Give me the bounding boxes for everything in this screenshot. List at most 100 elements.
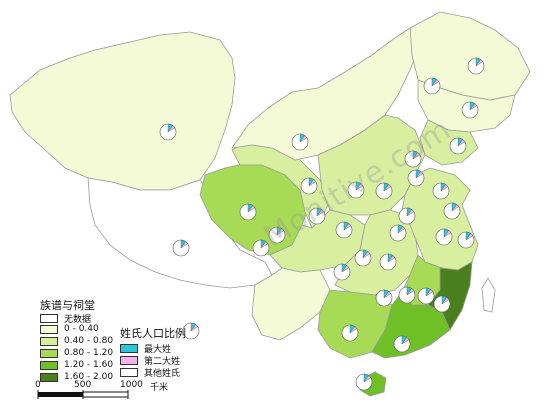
pie-chart-5	[268, 226, 286, 244]
pie-chart-15	[375, 182, 393, 200]
pie-chart-25-second-slice	[441, 297, 450, 305]
pie-chart-29-second-slice	[465, 233, 474, 241]
pie-chart-12	[347, 181, 365, 199]
pie-chart-29	[457, 231, 475, 249]
pie-chart-15-second-slice	[383, 184, 392, 192]
pie-chart-13	[354, 249, 372, 267]
pie-chart-11	[341, 324, 359, 342]
region-xinjiang	[9, 31, 236, 191]
pie-chart-4	[252, 239, 270, 257]
pie-chart-25	[433, 295, 451, 313]
pie-chart-33-second-slice	[363, 375, 372, 383]
legend-label-largest-surname: 最大姓	[144, 345, 172, 355]
pie-chart-4-second-slice	[260, 241, 269, 249]
pie-chart-11-second-slice	[349, 326, 358, 334]
scale-bar	[37, 390, 129, 399]
legend-swatch-class-5	[40, 372, 58, 382]
pie-chart-7	[300, 177, 318, 195]
pie-charts	[159, 57, 485, 391]
legend-label-class-2: 0.40 - 0.80	[64, 336, 114, 346]
pie-chart-17	[389, 224, 407, 242]
pie-chart-13-second-slice	[362, 251, 371, 259]
pie-chart-10-second-slice	[343, 223, 352, 231]
scale-bar-segment-2	[82, 391, 129, 398]
legend-density-row: 0.40 - 0.80	[40, 336, 113, 346]
legend-density-title: 族谱与祠堂	[40, 299, 95, 312]
pie-chart-20-second-slice	[406, 288, 415, 296]
pie-chart-16-second-slice	[383, 291, 392, 299]
legend-label-class-4: 1.20 - 1.60	[64, 360, 114, 370]
legend-label-class-5: 1.60 - 2.00	[64, 372, 114, 382]
legend-label-class-3: 0.80 - 1.20	[64, 348, 114, 358]
legend-swatch-class-1	[40, 324, 58, 334]
pie-chart-8-second-slice	[316, 209, 325, 217]
legend-pie-row: 最大姓	[120, 342, 171, 355]
pie-chart-24	[417, 287, 435, 305]
legend-density-row: 0 - 0.40	[40, 324, 99, 334]
region-guangdong	[371, 291, 451, 359]
pie-chart-30	[461, 101, 479, 119]
pie-chart-23-second-slice	[440, 184, 449, 192]
pie-chart-7-second-slice	[308, 179, 317, 187]
pie-chart-28	[449, 137, 467, 155]
pie-chart-1	[159, 123, 177, 141]
pie-chart-24-second-slice	[425, 289, 434, 297]
region-liaoning	[419, 119, 479, 166]
pie-chart-20	[398, 286, 416, 304]
pie-chart-1-second-slice	[167, 125, 176, 133]
pie-chart-8	[308, 207, 326, 225]
pie-chart-19	[393, 335, 411, 353]
pie-chart-3-second-slice	[247, 205, 256, 213]
pie-chart-22	[407, 169, 425, 187]
pie-chart-26	[435, 228, 453, 246]
legend-pie-row: 其他姓氏	[120, 366, 180, 379]
legend-density-row: 0.80 - 1.20	[40, 348, 113, 358]
region-taiwan	[481, 277, 496, 313]
scale-label-0: 0	[35, 380, 41, 390]
pie-chart-33	[355, 373, 373, 391]
pie-chart-14	[379, 253, 397, 271]
pie-chart-27	[443, 202, 461, 220]
legend-pie-icon	[182, 322, 200, 340]
pie-chart-26-second-slice	[443, 230, 452, 238]
pie-chart-28-second-slice	[457, 139, 466, 147]
pie-chart-16	[375, 289, 393, 307]
scale-label-500: 500	[74, 380, 92, 390]
legend-swatch-class-4	[40, 360, 58, 370]
pie-chart-9-second-slice	[341, 265, 350, 273]
pie-chart-18-second-slice	[406, 209, 415, 217]
scale-bar-segment-1	[38, 392, 83, 397]
pie-chart-6-second-slice	[299, 135, 308, 143]
pie-chart-6	[291, 133, 309, 151]
pie-chart-22-second-slice	[415, 171, 424, 179]
legend-pie-row: 第二大姓	[120, 354, 180, 367]
legend-label-other-surnames: 其他姓氏	[144, 369, 181, 379]
pie-chart-10	[335, 221, 353, 239]
legend-pie-title: 姓氏人口比例	[120, 327, 186, 340]
legend-label-class-1: 0 - 0.40	[64, 324, 99, 334]
legend-swatch-largest-surname	[120, 344, 138, 353]
scale-label-1000: 1000	[120, 380, 143, 390]
pie-chart-2	[172, 239, 190, 257]
pie-chart-21	[404, 150, 422, 168]
pie-chart-31	[467, 57, 485, 75]
legend-swatch-other-surnames	[120, 368, 138, 377]
pie-chart-14-second-slice	[387, 255, 396, 263]
legend-swatch-second-surname	[120, 356, 138, 365]
pie-chart-31-second-slice	[475, 59, 484, 67]
pie-chart-30-second-slice	[469, 103, 478, 111]
pie-chart-2-second-slice	[180, 241, 189, 249]
region-east-coast	[401, 167, 479, 271]
legend-swatch-no-data	[40, 314, 58, 323]
pie-chart-5-second-slice	[276, 228, 285, 236]
legend-pie-sample-second-slice	[190, 324, 199, 332]
legend-label-no-data: 无数据	[64, 315, 92, 325]
pie-chart-21-second-slice	[412, 152, 421, 160]
pie-chart-12-second-slice	[355, 183, 364, 191]
pie-chart-18	[398, 207, 416, 225]
pie-chart-19-second-slice	[401, 337, 410, 345]
pie-chart-17-second-slice	[397, 226, 406, 234]
pie-chart-27-second-slice	[451, 204, 460, 212]
pie-chart-9	[333, 263, 351, 281]
